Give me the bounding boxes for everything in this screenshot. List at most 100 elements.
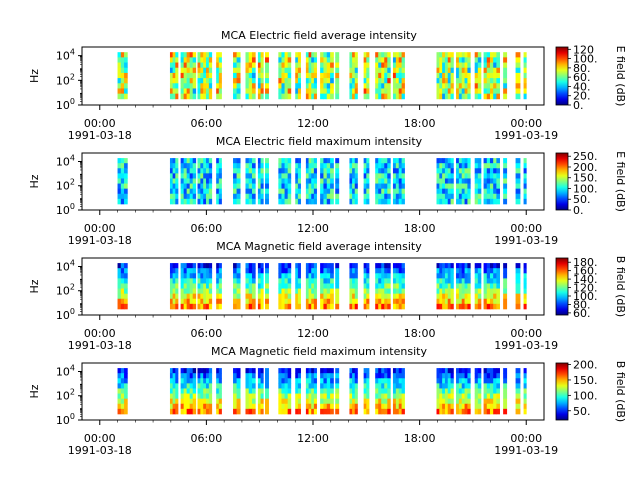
x-tick-date: 1991-03-18 [68,234,132,247]
data-block [117,263,128,310]
colorbar-tick-label: 150. [573,172,598,185]
data-block [265,158,269,205]
colorbar-tick-label: 120. [573,282,598,295]
data-block [265,263,269,310]
colorbar-tick-label: 120 [573,43,594,56]
x-tick-time: 00:00 [510,432,542,445]
colorbar: 60.80.100.120.140.160.180. B field (dB) [555,256,627,320]
data-block [197,368,213,415]
x-tick-date: 1991-03-19 [494,444,558,457]
x-tick-time: 12:00 [297,222,329,235]
colorbar-tick-label: 0. [573,99,584,112]
colorbar-tick-label: 80. [573,62,591,75]
data-block [265,368,269,415]
data-block [265,52,269,100]
data-block [305,368,317,415]
x-tick-time: 06:00 [191,327,223,340]
colorbar-tick-label: 20. [573,90,591,103]
x-tick-time: 12:00 [297,117,329,130]
data-block [245,158,256,205]
data-block [335,368,340,415]
x-tick-time: 06:00 [191,432,223,445]
data-block [349,52,358,100]
data-block [335,52,340,100]
panel-title: MCA Magnetic field maximum intensity [211,345,427,358]
data-block [436,368,454,415]
y-tick-label: 104 [56,153,75,168]
colorbar-tick-label: 60. [573,71,591,84]
data-block [335,158,340,205]
data-block [197,52,213,100]
data-block [180,263,197,310]
y-axis-label: Hz [28,174,41,188]
data-block [349,263,358,310]
colorbar-tick-label: 180. [573,256,598,269]
data-block [392,263,405,310]
data-block [392,368,405,415]
data-block [436,263,454,310]
data-block [278,52,292,100]
colorbar: 0.20.40.60.80.100.120 E field (dB) [555,43,627,112]
data-block [515,263,521,310]
x-tick-time: 00:00 [84,222,116,235]
data-block [278,263,292,310]
data-block [474,158,482,205]
data-block [278,368,292,415]
data-block [515,52,521,100]
panel-4: MCA Magnetic field maximum intensity Hz 10… [28,345,627,457]
data-block [245,368,256,415]
y-tick-label: 102 [56,283,75,298]
data-block [363,158,370,205]
data-block [197,263,213,310]
data-block [245,263,256,310]
data-block [117,158,128,205]
data-block [305,158,317,205]
data-block [320,263,334,310]
y-tick-label: 104 [56,48,75,63]
data-block [474,368,482,415]
data-block [257,52,264,100]
panel-title: MCA Magnetic field average intensity [216,240,422,253]
data-block [375,158,391,205]
data-block [515,368,521,415]
x-tick-date: 1991-03-19 [494,234,558,247]
y-tick-label: 104 [56,363,75,378]
data-block [180,52,197,100]
data-block [349,158,358,205]
data-block [216,158,222,205]
colorbar-tick-label: 50. [573,193,591,206]
data-block [278,158,292,205]
data-block [523,368,527,415]
data-block [436,158,454,205]
y-axis-label: Hz [28,279,41,293]
colorbar-tick-label: 200. [573,359,598,372]
panel-2: MCA Electric field maximum intensity Hz 10… [28,135,627,247]
data-block [233,52,241,100]
x-tick-time: 12:00 [297,432,329,445]
colorbar-label: B field (dB) [614,361,627,422]
x-tick-time: 00:00 [84,117,116,130]
panel-3: MCA Magnetic field average intensity Hz 10… [28,240,627,352]
data-block [515,158,521,205]
colorbar-tick-label: 100. [573,389,598,402]
data-block [483,263,500,310]
data-block [117,52,128,100]
data-block [392,52,405,100]
colorbar-tick-label: 0. [573,204,584,217]
colorbar-tick-label: 60. [573,307,591,320]
data-block [169,368,179,415]
data-block [483,368,500,415]
data-block [503,263,508,310]
data-block [523,263,527,310]
data-block [456,158,471,205]
data-block [295,52,301,100]
data-block [216,263,222,310]
x-tick-time: 00:00 [84,432,116,445]
y-tick-label: 100 [56,202,75,217]
y-tick-label: 100 [56,307,75,322]
data-block [117,368,128,415]
colorbar-tick-label: 200. [573,161,598,174]
y-tick-label: 102 [56,178,75,193]
x-tick-time: 00:00 [84,327,116,340]
